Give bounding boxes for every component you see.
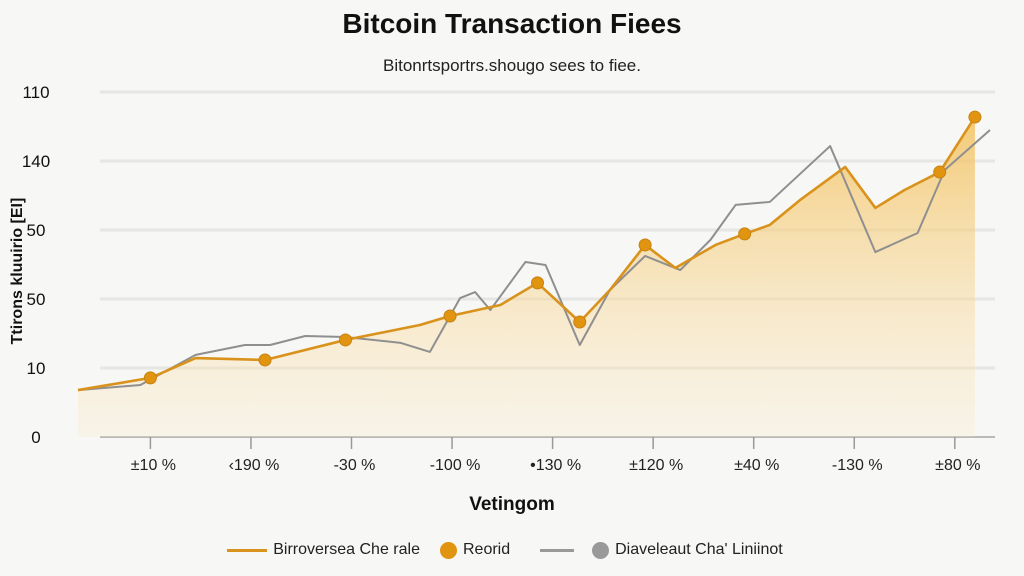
x-tick-label: ±120 % [629,457,683,474]
legend-label: Reorid [462,541,511,558]
series-line [77,129,991,392]
data-point [638,238,652,252]
legend-swatch-dot-gray [592,541,610,559]
legend-swatch-dot-orange [439,541,457,559]
y-tick-label: 0 [31,428,40,447]
legend-label: Birroversea Che rale [273,541,420,558]
data-point [573,315,587,329]
x-tick-label: ‹190 % [229,457,280,474]
x-tick-label: -30 % [334,457,376,474]
legend-swatch-line-gray [540,548,575,552]
x-axis-label: Vetingom [469,494,555,515]
data-point [143,371,157,385]
data-point [968,110,982,124]
legend-swatch-line-orange [227,548,268,552]
series-area-fill [78,117,975,437]
y-tick-label: 140 [22,152,50,171]
y-tick-label: 50 [27,290,46,309]
data-point [443,309,457,323]
data-point [738,227,752,241]
data-point [258,353,272,367]
x-tick-label: ±10 % [131,457,176,474]
series-line [77,116,977,392]
y-tick-label: 110 [22,83,49,102]
x-tick-label: ±40 % [734,457,779,474]
y-tick-label: 50 [27,221,46,240]
legend-label: Diaveleaut Cha' Liniinot [615,541,783,558]
x-tick-label: -130 % [832,457,883,474]
legend: Birroversea Che rale Reorid Diaveleaut C… [0,541,1024,559]
x-tick-label: •130 % [530,457,581,474]
y-tick-label: 10 [27,359,46,378]
chart-title: Bitcoin Transaction Fiees [342,8,682,39]
chart-subtitle: Bitonrtsportrs.shougo sees to fiee. [383,56,641,75]
data-point [531,276,545,290]
data-point [338,333,352,347]
x-tick-label: -100 % [430,457,481,474]
data-point [933,165,947,179]
x-tick-label: ±80 % [935,457,980,474]
